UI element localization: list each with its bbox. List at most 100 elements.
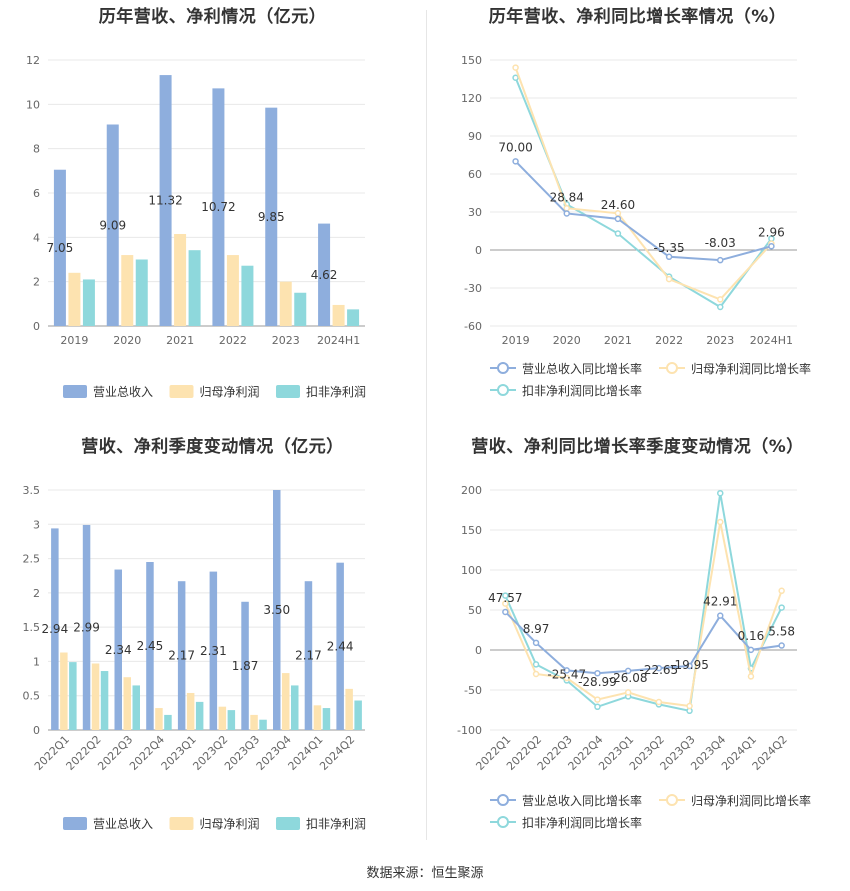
series-point	[594, 696, 601, 703]
series-point	[614, 230, 622, 237]
data-label: 4.62	[311, 268, 338, 282]
series-point	[717, 256, 724, 264]
y-tick-label: 50	[468, 604, 482, 617]
bar	[135, 259, 148, 326]
panel-annual-revenue-profit: 历年营收、净利情况（亿元） 0 2 4 6 8 10 12 7.05 2019 9.09 2020 1…	[0, 0, 425, 430]
data-label: -19.95	[670, 658, 709, 672]
series-point	[532, 670, 540, 678]
bar	[259, 719, 267, 730]
bar	[186, 692, 195, 730]
series-point	[502, 592, 509, 599]
series-line	[514, 67, 773, 301]
series-point	[717, 518, 724, 526]
bar	[354, 700, 362, 730]
bar	[114, 569, 122, 730]
data-source: 数据来源：恒生聚源	[0, 862, 850, 881]
x-tick-label: 2021	[166, 334, 194, 347]
data-label: 2.94	[41, 622, 68, 636]
bar	[121, 255, 134, 326]
legend-label: 扣非净利润同比增长率	[522, 383, 642, 398]
bar	[159, 75, 172, 326]
y-tick-label: 10	[26, 98, 40, 111]
series-point	[717, 296, 724, 303]
legend-swatch	[63, 817, 87, 830]
bar	[241, 265, 254, 326]
y-tick-label: 0.5	[23, 690, 41, 703]
x-tick-label: 2021	[604, 334, 632, 347]
series-point	[614, 215, 622, 223]
x-tick-label: 2024H1	[317, 334, 360, 347]
x-tick-label: 2019	[60, 334, 88, 347]
data-label: 2.31	[200, 644, 227, 658]
series-point	[747, 646, 755, 654]
bar	[209, 571, 218, 730]
legend-marker	[497, 362, 509, 374]
series-point	[502, 608, 509, 616]
y-tick-label: 100	[461, 564, 482, 577]
bar	[318, 223, 331, 326]
y-tick-label: 3.5	[23, 484, 41, 497]
bar	[226, 255, 239, 326]
series-point	[768, 243, 775, 250]
series-line	[514, 160, 772, 262]
series-line	[504, 521, 783, 708]
y-tick-label: 200	[461, 484, 482, 497]
legend-swatch	[169, 385, 194, 398]
data-label: 2.96	[758, 225, 785, 239]
data-label: 8.97	[523, 622, 550, 636]
data-label: -28.99	[578, 675, 617, 689]
y-tick-label: 2	[33, 587, 40, 600]
y-tick-label: 0	[33, 320, 40, 333]
bar	[164, 714, 172, 730]
data-source-text: 数据来源：恒生聚源	[366, 866, 484, 881]
legend-marker	[497, 794, 509, 806]
bar	[241, 601, 249, 730]
bar	[106, 124, 119, 326]
data-label: -25.47	[547, 667, 586, 681]
data-label: -5.35	[654, 241, 685, 255]
bar	[279, 281, 292, 326]
series-point	[594, 703, 601, 711]
bar	[123, 677, 131, 730]
legend-label: 扣非净利润同比增长率	[522, 815, 642, 830]
bar	[227, 710, 236, 730]
panel-quarterly-growth-rate: 营收、净利同比增长率季度变动情况（%） -100 -50 0 50 100 150 200 2…	[425, 430, 850, 860]
x-tick-label: 2024Q2	[317, 733, 357, 773]
data-label: 5.58	[768, 625, 795, 639]
y-tick-label: 12	[26, 54, 40, 67]
legend-marker	[497, 816, 509, 828]
series-point	[778, 604, 785, 611]
data-label: 28.84	[550, 190, 584, 204]
series-line	[504, 611, 782, 675]
bar	[188, 250, 201, 326]
legend-label: 营业总收入	[93, 385, 153, 399]
data-label: -22.65	[640, 663, 679, 677]
y-tick-label: 2.5	[23, 553, 41, 566]
data-label: 2.17	[168, 649, 195, 663]
data-label: -8.03	[705, 236, 736, 250]
bar	[218, 706, 227, 730]
chart-annual-line: -60 -30 0 30 60 90 120 150 2019 2020 2021 2022 2023 2…	[461, 54, 811, 398]
chart-quarterly-bar: 00.511.522.533.52.942022Q12.992022Q22.34…	[23, 484, 367, 831]
legend-marker	[497, 384, 509, 396]
series-point	[717, 489, 724, 497]
bar	[304, 581, 313, 730]
series-point	[717, 612, 724, 619]
series-point	[655, 664, 663, 672]
y-tick-label: 3	[33, 518, 40, 531]
x-tick-label: 2020	[113, 334, 141, 347]
legend-label: 营业总收入同比增长率	[522, 361, 642, 376]
x-tick-label: 2024H1	[750, 334, 793, 347]
divider	[426, 10, 427, 840]
data-label: 24.60	[601, 198, 635, 212]
bar	[51, 528, 59, 730]
bar	[291, 685, 299, 730]
series-point	[686, 662, 693, 670]
series-point	[563, 204, 570, 212]
data-label: 70.00	[498, 140, 532, 154]
legend-label: 归母净利润同比增长率	[691, 793, 811, 808]
legend-swatch	[276, 817, 300, 830]
series-point	[563, 674, 570, 682]
data-label: 42.91	[703, 595, 737, 609]
series-point	[624, 667, 632, 675]
